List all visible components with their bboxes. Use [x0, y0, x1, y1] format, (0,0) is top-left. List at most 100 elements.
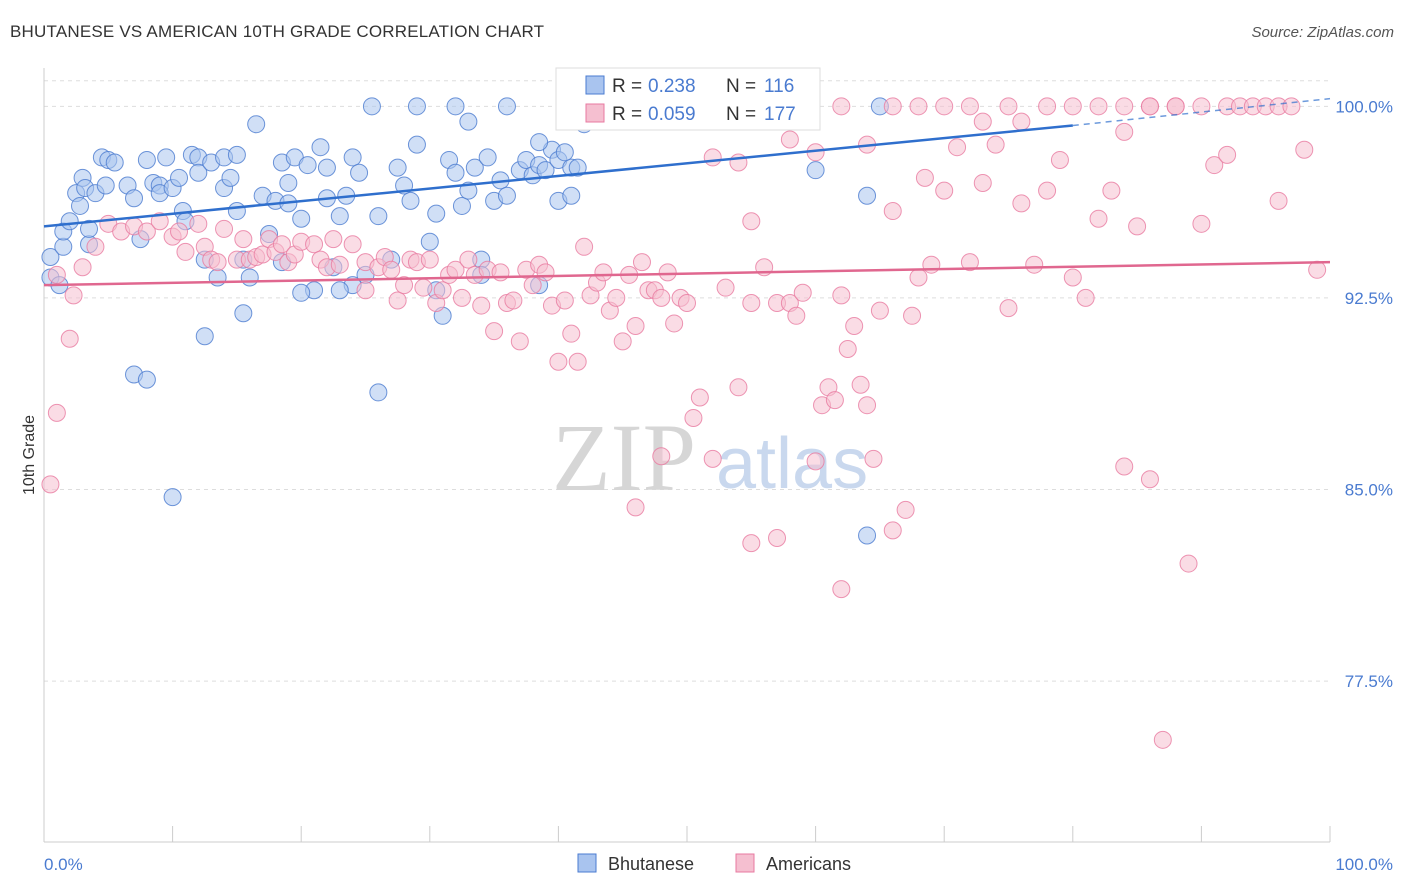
americans-point-65 [536, 263, 555, 282]
americans-point-152 [935, 97, 954, 116]
americans-point-157 [1115, 122, 1134, 141]
americans-point-6 [86, 237, 105, 256]
bhutanese-point-84 [497, 186, 516, 205]
bhutanese-point-67 [388, 158, 407, 177]
americans-point-21 [234, 230, 253, 249]
bhutanese-point-31 [189, 163, 208, 182]
americans-point-68 [555, 291, 574, 310]
watermark-atlas: atlas [716, 424, 868, 504]
americans-point-122 [1012, 194, 1031, 213]
americans-point-153 [973, 112, 992, 131]
legend-label-bhutanese: Bhutanese [608, 854, 694, 874]
bhutanese-point-76 [446, 163, 465, 182]
y-axis-label: 10th Grade [21, 415, 38, 495]
americans-point-119 [973, 173, 992, 192]
americans-point-110 [883, 202, 902, 221]
bhutanese-point-5 [60, 212, 79, 231]
americans-point-69 [562, 324, 581, 343]
x-tick-label-min: 0.0% [44, 855, 83, 874]
americans-point-148 [742, 534, 761, 553]
americans-point-91 [716, 278, 735, 297]
bhutanese-point-65 [369, 207, 388, 226]
americans-point-125 [1050, 150, 1069, 169]
bhutanese-point-105 [530, 133, 549, 152]
americans-point-88 [684, 408, 703, 427]
americans-point-104 [838, 339, 857, 358]
bhutanese-point-20 [137, 150, 156, 169]
bhutanese-point-41 [234, 304, 253, 323]
legend-swatch-pink [585, 103, 605, 123]
bhutanese-point-106 [555, 143, 574, 162]
legend-r-label-blue: R = [612, 76, 642, 97]
americans-point-178 [1269, 191, 1288, 210]
bhutanese-point-99 [369, 383, 388, 402]
bhutanese-point-61 [350, 163, 369, 182]
bhutanese-point-101 [446, 97, 465, 116]
americans-point-19 [215, 219, 234, 238]
americans-point-177 [1218, 145, 1237, 164]
bhutanese-point-103 [497, 97, 516, 116]
bhutanese-point-102 [407, 97, 426, 116]
y-tick-label-1: 85.0% [1345, 480, 1393, 499]
americans-point-87 [678, 294, 696, 313]
bhutanese-point-94 [562, 186, 581, 205]
americans-point-126 [1063, 268, 1082, 287]
series-legend: Bhutanese Americans [577, 853, 851, 874]
americans-point-34 [324, 230, 343, 249]
americans-point-118 [960, 253, 979, 272]
americans-point-111 [896, 500, 915, 519]
trend-lines [43, 97, 1331, 287]
bhutanese-point-60 [343, 148, 362, 167]
bhutanese-point-71 [420, 232, 439, 251]
americans-point-47 [420, 250, 439, 269]
data-points [41, 97, 1327, 749]
bhutanese-point-58 [330, 207, 349, 226]
americans-point-49 [433, 281, 452, 300]
americans-point-14 [176, 242, 195, 261]
bhutanese-point-81 [478, 148, 497, 167]
americans-point-1 [47, 265, 66, 284]
americans-point-128 [1089, 209, 1108, 228]
bhutanese-point-26 [170, 168, 189, 187]
americans-point-84 [658, 263, 677, 282]
americans-point-146 [626, 498, 645, 517]
y-tick-label-0: 77.5% [1345, 672, 1393, 691]
americans-point-132 [1140, 470, 1159, 489]
legend-n-label-blue: N = [726, 76, 756, 97]
americans-point-121 [999, 299, 1018, 318]
bhutanese-point-69 [401, 191, 420, 210]
americans-trend-line [43, 260, 1331, 287]
legend-swatch-americans [735, 853, 755, 873]
americans-point-129 [1102, 181, 1121, 200]
americans-point-61 [510, 332, 529, 351]
americans-point-130 [1115, 457, 1134, 476]
americans-point-31 [305, 235, 324, 254]
x-tick-label-max: 100.0% [1335, 855, 1393, 874]
americans-point-76 [607, 288, 626, 307]
bhutanese-point-104 [459, 112, 478, 131]
americans-point-42 [388, 291, 407, 310]
americans-point-70 [568, 352, 587, 371]
americans-point-79 [626, 317, 645, 335]
americans-point-41 [382, 260, 401, 279]
bhutanese-point-51 [292, 209, 311, 228]
bhutanese-point-89 [536, 161, 555, 180]
americans-point-103 [832, 286, 851, 305]
bhutanese-point-113 [806, 161, 825, 180]
bhutanese-point-14 [96, 176, 115, 195]
americans-point-57 [485, 322, 504, 341]
americans-point-3 [60, 329, 79, 348]
americans-point-53 [459, 250, 478, 269]
y-tick-label-2: 92.5% [1345, 289, 1393, 308]
americans-point-127 [1076, 288, 1095, 307]
bhutanese-point-38 [227, 145, 246, 164]
americans-point-0 [41, 475, 60, 494]
watermark: ZIP atlas [552, 404, 868, 511]
americans-point-133 [1153, 730, 1172, 749]
americans-point-11 [150, 212, 169, 231]
americans-point-167 [832, 97, 851, 116]
americans-point-98 [793, 283, 812, 302]
americans-point-170 [703, 148, 722, 167]
americans-point-5 [73, 258, 92, 277]
americans-point-13 [170, 222, 189, 241]
